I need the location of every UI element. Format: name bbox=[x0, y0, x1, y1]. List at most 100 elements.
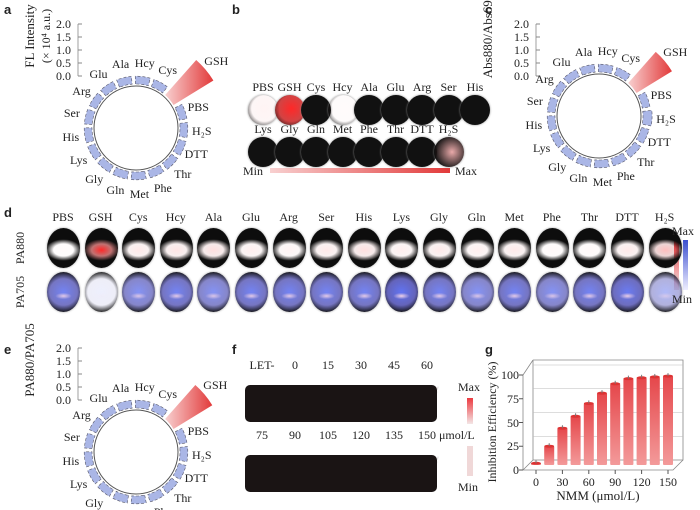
category-label: Cys bbox=[158, 63, 178, 78]
dot-label: DTT bbox=[410, 122, 434, 136]
radial-bar-0 bbox=[628, 51, 672, 93]
y-tick-label: 0.0 bbox=[56, 393, 71, 407]
radial-bar-9 bbox=[87, 143, 102, 161]
radial-bar-11 bbox=[84, 432, 96, 449]
concentration-label: 120 bbox=[352, 428, 370, 442]
radial-bar-11 bbox=[547, 96, 559, 113]
concentration-label: 105 bbox=[319, 428, 337, 442]
y-tick-label: 0.5 bbox=[56, 380, 71, 394]
dot-label: Ala bbox=[360, 80, 378, 94]
pa705-image bbox=[611, 272, 644, 312]
y-axis-label-unit: (× 10⁴ a.u.) bbox=[39, 8, 53, 64]
panel-label-e: e bbox=[4, 342, 12, 357]
pa880-image bbox=[385, 228, 419, 268]
column-label: Phe bbox=[542, 210, 561, 224]
category-label: H₂S bbox=[191, 123, 212, 138]
dot-label: Arg bbox=[412, 80, 432, 94]
radial-bar-7 bbox=[575, 154, 592, 168]
radial-bar-0 bbox=[165, 384, 213, 429]
category-label: His bbox=[62, 130, 80, 145]
y-tick-label: 2.0 bbox=[56, 17, 71, 31]
concentration-label: 0 bbox=[292, 358, 298, 372]
dot-label: Glu bbox=[386, 80, 405, 94]
panel-label-a: a bbox=[4, 2, 12, 17]
y-tick-label: 0.0 bbox=[56, 69, 71, 83]
column-label: Ser bbox=[318, 210, 335, 224]
well-dot bbox=[248, 137, 278, 167]
radial-bar-2 bbox=[178, 122, 189, 139]
y-tick-label: 0 bbox=[513, 463, 519, 477]
pa705-image bbox=[47, 272, 80, 312]
column-label: Thr bbox=[580, 210, 599, 224]
pa705-image bbox=[159, 272, 193, 312]
category-label: Hcy bbox=[134, 55, 155, 70]
column-label: Arg bbox=[279, 210, 298, 224]
radial-bar-5 bbox=[610, 152, 628, 167]
pa705-image bbox=[535, 272, 569, 312]
pa880-image bbox=[197, 228, 231, 268]
radial-bar-13 bbox=[563, 69, 580, 85]
category-label: Lys bbox=[533, 141, 551, 156]
category-label: Glu bbox=[89, 66, 108, 81]
radial-bar-2 bbox=[178, 446, 189, 463]
radial-inner-circle bbox=[556, 73, 642, 159]
dot-label: Phe bbox=[360, 122, 378, 136]
pa705-image bbox=[498, 272, 532, 312]
category-label: GSH bbox=[204, 53, 229, 68]
radial-bar-15 bbox=[597, 63, 614, 75]
category-label: Ser bbox=[63, 106, 80, 121]
y-tick-label: 25 bbox=[507, 439, 519, 454]
pa880-image bbox=[347, 228, 381, 268]
well-dot bbox=[274, 137, 305, 167]
panel-label-g: g bbox=[485, 342, 493, 357]
bar-105 bbox=[623, 378, 634, 465]
colorbar-min-label: Min bbox=[672, 292, 693, 306]
pa880-image bbox=[159, 228, 193, 268]
category-label: Gly bbox=[85, 171, 104, 186]
column-label: DTT bbox=[615, 210, 639, 224]
column-label: Lys bbox=[392, 210, 411, 224]
well-dot bbox=[327, 137, 358, 167]
category-label: PBS bbox=[187, 99, 209, 114]
y-axis-label: PA880/PA705 bbox=[22, 323, 37, 397]
dot-label: Cys bbox=[306, 80, 326, 94]
well-dot bbox=[407, 137, 437, 167]
category-label: H₂S bbox=[656, 111, 676, 126]
radial-bar-13 bbox=[100, 81, 117, 97]
bar-150 bbox=[663, 376, 673, 465]
pa705-image bbox=[573, 272, 607, 312]
x-tick-label: 30 bbox=[556, 475, 569, 489]
category-label: Thr bbox=[174, 167, 192, 182]
category-label: Gln bbox=[106, 507, 124, 510]
y-tick-label: 1.5 bbox=[514, 30, 529, 44]
column-label: H₂S bbox=[654, 210, 675, 224]
y-tick-label: 2.0 bbox=[56, 341, 71, 355]
colorbar-max-label: Max bbox=[455, 164, 477, 178]
radial-bar-4 bbox=[161, 477, 179, 494]
concentration-label: LET- bbox=[249, 358, 275, 372]
dot-label: Lys bbox=[254, 122, 272, 136]
dot-label: Thr bbox=[386, 122, 405, 136]
category-label: H₂S bbox=[191, 447, 212, 462]
column-label: Glu bbox=[242, 210, 260, 224]
colorbar-blue bbox=[683, 240, 688, 290]
radial-bar-3 bbox=[172, 139, 187, 156]
pa880-image bbox=[272, 228, 306, 268]
dot-label: Ser bbox=[440, 80, 457, 94]
category-label: Hcy bbox=[597, 43, 618, 58]
well-dot bbox=[248, 95, 278, 125]
category-label: Lys bbox=[70, 477, 88, 492]
radial-bar-8 bbox=[97, 157, 114, 173]
radial-bar-3 bbox=[635, 127, 650, 144]
y-tick-label: 0.5 bbox=[514, 56, 529, 70]
category-label: GSH bbox=[663, 44, 688, 59]
x-tick-label: 90 bbox=[609, 475, 622, 489]
bar-15 bbox=[544, 446, 555, 465]
category-label: Met bbox=[129, 186, 150, 201]
y-tick-label: 1.0 bbox=[514, 43, 529, 57]
well-dot bbox=[433, 137, 464, 167]
x-tick-label: 150 bbox=[659, 475, 677, 489]
radial-bar-5 bbox=[147, 488, 165, 503]
well-dot bbox=[460, 95, 490, 125]
category-label: Ala bbox=[111, 381, 130, 396]
